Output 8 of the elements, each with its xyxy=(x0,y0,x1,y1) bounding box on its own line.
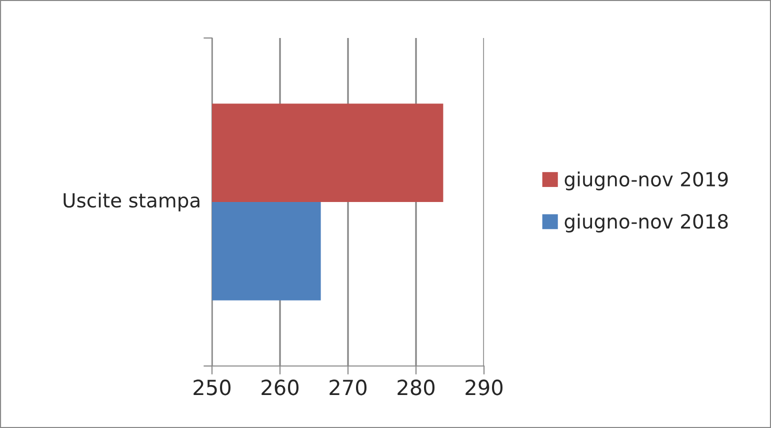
legend-label: giugno-nov 2018 xyxy=(564,214,728,232)
x-tick-label: 260 xyxy=(262,380,298,396)
y-tick-label: Uscite stampa xyxy=(64,192,200,212)
x-tick-label: 270 xyxy=(330,380,366,396)
x-tick-label: 280 xyxy=(398,380,434,396)
x-tick-label: 250 xyxy=(194,380,230,396)
legend-label: giugno-nov 2019 xyxy=(564,172,728,190)
x-tick-label: 290 xyxy=(466,380,502,396)
